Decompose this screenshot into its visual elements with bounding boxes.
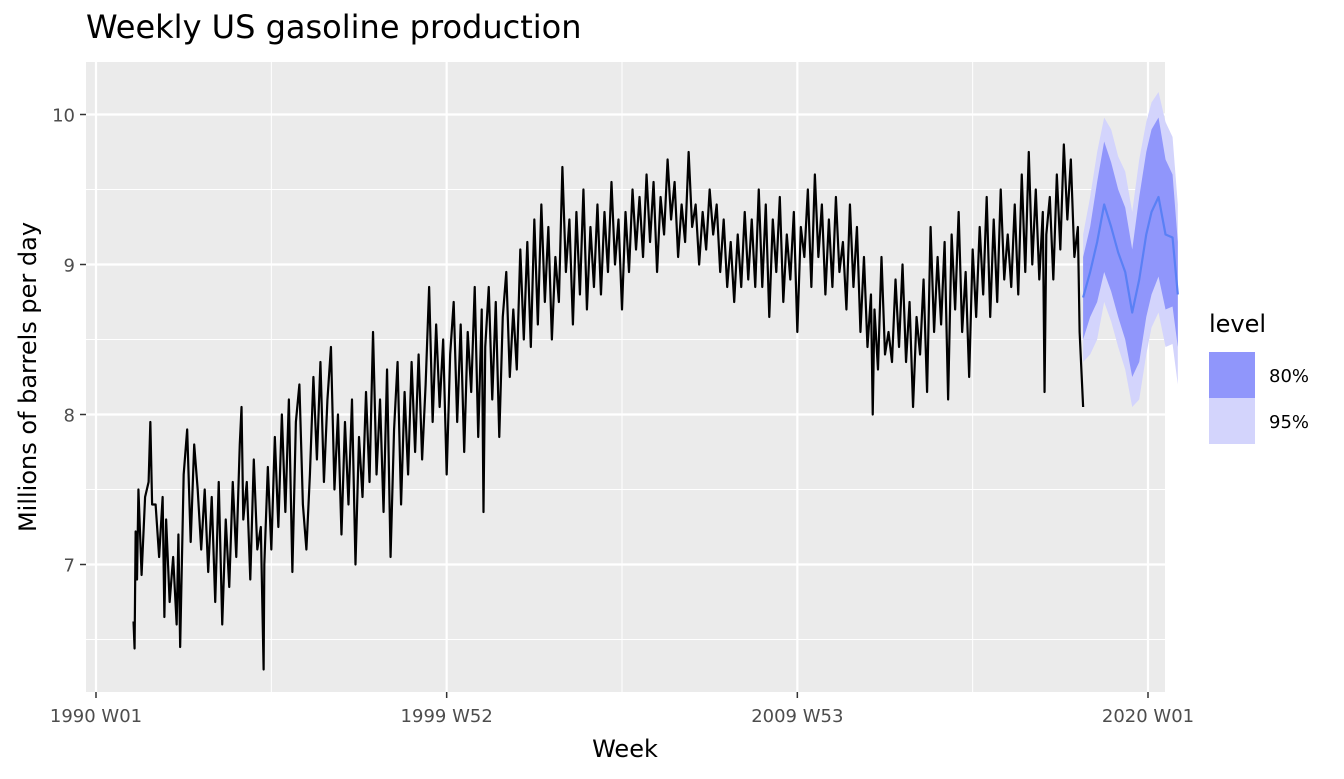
x-tick-label: 2020 W01 (1102, 706, 1194, 727)
y-tick-label: 7 (64, 556, 75, 577)
x-tick-label: 1990 W01 (50, 706, 142, 727)
forecast-lines (1082, 195, 1179, 314)
plot-panel (86, 62, 1165, 692)
chart-title: Weekly US gasoline production (86, 8, 582, 46)
x-axis-ticks: 1990 W01 1999 W52 2009 W53 2020 W01 (50, 692, 1194, 727)
band-80 (1083, 117, 1178, 377)
x-tick-label: 1999 W52 (401, 706, 493, 727)
legend-swatch (1209, 352, 1255, 398)
series-lines (132, 143, 1085, 671)
legend: level 80% 95% (1209, 310, 1309, 444)
legend-items: 80% 95% (1209, 352, 1309, 444)
y-axis-ticks: 7 8 9 10 (52, 106, 86, 577)
x-tick-label: 2009 W53 (751, 706, 843, 727)
y-tick-label: 10 (52, 106, 75, 127)
y-tick-label: 8 (64, 406, 75, 427)
legend-title: level (1209, 310, 1266, 338)
legend-label: 80% (1269, 366, 1309, 387)
series-line (132, 143, 1085, 671)
forecast-bands (1083, 92, 1178, 407)
legend-label: 95% (1269, 412, 1309, 433)
y-axis-title: Millions of barrels per day (14, 222, 42, 532)
minor-gridlines (86, 62, 1165, 692)
legend-swatch (1209, 398, 1255, 444)
y-tick-label: 9 (64, 256, 75, 277)
forecast-mean-line (1082, 195, 1179, 314)
x-axis-title: Week (592, 735, 658, 763)
